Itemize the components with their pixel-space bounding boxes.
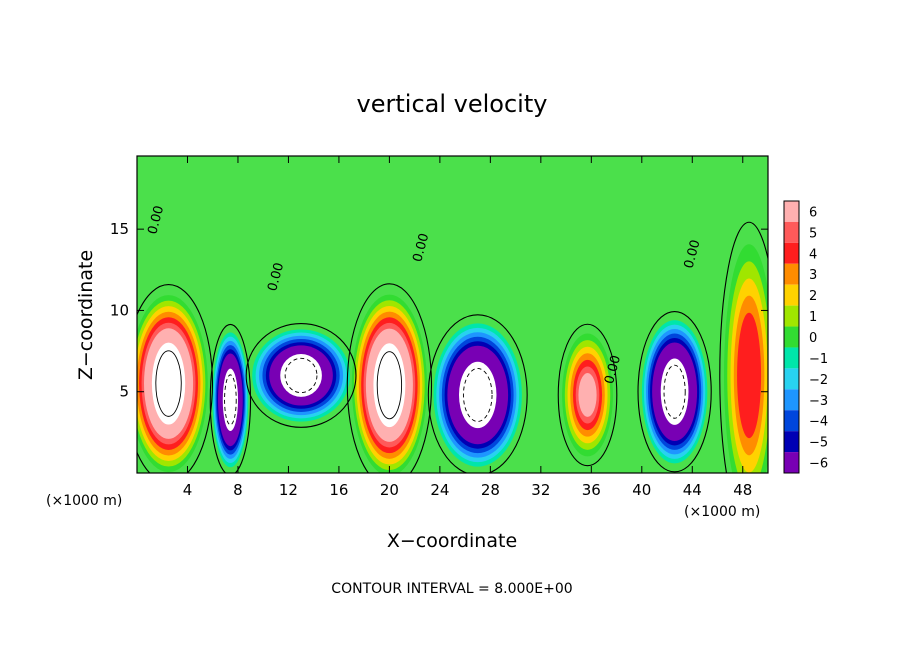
contour-labels: 0.00 0.00 0.00 0.00 0.00 xyxy=(145,204,703,385)
contour-interval-note: CONTOUR INTERVAL = 8.000E+00 xyxy=(331,581,572,597)
colorbar-label: 1 xyxy=(809,310,817,325)
zero-contour xyxy=(719,221,768,473)
updraft-saturated-core xyxy=(151,342,186,425)
zero-contour xyxy=(637,311,712,473)
updraft-core xyxy=(562,333,613,457)
colorbar-swatch xyxy=(784,284,799,306)
colorbar-frame xyxy=(783,200,800,474)
colorbar-swatch xyxy=(784,326,799,348)
contour-line xyxy=(284,357,318,394)
colorbar-label: −1 xyxy=(809,352,828,367)
downdraft-saturated-core xyxy=(458,361,497,429)
downdraft-saturated-core xyxy=(280,354,322,397)
colorbar-swatch xyxy=(784,305,799,327)
zero-contour xyxy=(427,314,528,473)
colorbar-label: −5 xyxy=(809,436,828,451)
updraft-band xyxy=(737,312,762,439)
y-tick-label: 10 xyxy=(110,301,129,319)
updraft-core xyxy=(351,294,428,473)
colorbar-swatch xyxy=(784,242,799,264)
plot-frame xyxy=(136,155,769,474)
colorbar-swatch xyxy=(784,263,799,285)
updraft-core xyxy=(137,295,208,473)
zero-contour xyxy=(557,323,618,467)
colorbar-swatch xyxy=(784,201,799,222)
x-axis-label: X−coordinate xyxy=(387,530,517,552)
x-tick-label: 28 xyxy=(481,481,500,499)
contour-label: 0.00 xyxy=(145,204,167,236)
y-tick-label: 15 xyxy=(110,220,129,238)
contour-line xyxy=(462,367,493,422)
contour-label: 0.00 xyxy=(410,232,432,264)
contour-line xyxy=(155,350,182,417)
x-tick-label: 36 xyxy=(582,481,601,499)
contour-line xyxy=(663,364,686,419)
downdraft-saturated-core xyxy=(660,358,689,425)
downdraft-core xyxy=(212,332,249,468)
updraft-core xyxy=(723,244,768,473)
zero-contour xyxy=(245,323,357,428)
zero-contour xyxy=(209,323,252,473)
zero-contour xyxy=(137,284,214,473)
downdraft-saturated-core xyxy=(222,368,239,432)
colorbar-swatch xyxy=(784,368,799,390)
x-tick-label: 40 xyxy=(632,481,651,499)
updraft-saturated-core xyxy=(373,343,406,428)
colorbar-label: 2 xyxy=(809,289,817,304)
x-tick-label: 12 xyxy=(279,481,298,499)
contour-label: 0.00 xyxy=(265,261,287,293)
colorbar-label: 0 xyxy=(809,331,817,346)
colorbar-label: 3 xyxy=(809,268,817,283)
updraft-band xyxy=(578,373,597,417)
colorbar-label: −4 xyxy=(809,415,828,430)
contour-lines xyxy=(137,221,768,473)
x-tick-label: 48 xyxy=(733,481,752,499)
y-tick-label: 5 xyxy=(119,383,129,401)
field-features xyxy=(137,244,768,473)
x-tick-label: 8 xyxy=(233,481,243,499)
x-tick-label: 44 xyxy=(683,481,702,499)
x-tick-label: 20 xyxy=(380,481,399,499)
x-tick-label: 16 xyxy=(329,481,348,499)
colorbar-swatch xyxy=(784,221,799,243)
y-axis-label: Z−coordinate xyxy=(75,250,97,380)
x-unit-left: (×1000 m) xyxy=(46,493,122,509)
colorbar-label: −3 xyxy=(809,394,828,409)
downdraft-core xyxy=(641,320,708,464)
downdraft-core xyxy=(252,329,350,422)
contour-line xyxy=(224,374,237,426)
colorbar-label: 6 xyxy=(809,205,817,220)
plot-area: 0.00 0.00 0.00 0.00 0.00 xyxy=(136,155,769,474)
chart-title: vertical velocity xyxy=(357,90,548,118)
colorbar-swatch xyxy=(784,452,799,473)
colorbar-label: 4 xyxy=(809,247,817,262)
colorbar-swatch xyxy=(784,347,799,369)
x-tick-label: 4 xyxy=(183,481,193,499)
colorbar-label: 5 xyxy=(809,226,817,241)
contour-label: 0.00 xyxy=(602,354,624,386)
colorbar-swatch xyxy=(784,431,799,453)
contour-label: 0.00 xyxy=(682,238,704,270)
x-unit-right: (×1000 m) xyxy=(684,504,760,520)
downdraft-core xyxy=(433,323,522,467)
x-tick-label: 24 xyxy=(430,481,449,499)
zero-contour xyxy=(346,283,433,473)
colorbar-swatch xyxy=(784,389,799,411)
x-tick-label: 32 xyxy=(531,481,550,499)
colorbar-label: −2 xyxy=(809,373,828,388)
colorbar-label: −6 xyxy=(809,457,828,472)
colorbar: 6 5 4 3 2 1 0 −1 −2 −3 −4 −5 −6 xyxy=(783,200,828,474)
x-axis: 4 8 12 16 20 24 28 32 36 40 44 48 xyxy=(183,156,752,499)
colorbar-swatch xyxy=(784,410,799,432)
y-axis: 5 10 15 xyxy=(110,220,768,401)
contour-line xyxy=(376,351,403,420)
